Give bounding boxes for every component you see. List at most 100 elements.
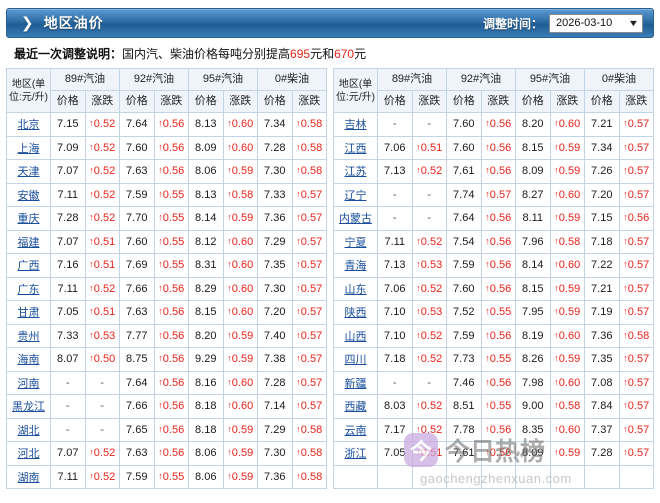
change-cell: ↑0.52 bbox=[84, 135, 120, 160]
adjust-time-control: 调整时间： 2026-03-10 ▼ bbox=[483, 13, 643, 33]
table-row: 福建 7.07 ↑0.51 7.60 ↑0.55 8.12 ↑0.60 7.29 ↑0.57 bbox=[6, 229, 327, 254]
change-cell: ↑0.55 bbox=[480, 300, 516, 325]
sub-header-change-89: 涨跌 bbox=[411, 90, 447, 113]
sub-header-change-95: 涨跌 bbox=[549, 90, 585, 113]
region-link[interactable]: 浙江 bbox=[333, 441, 378, 466]
fuel-group-92: 92#汽油 bbox=[119, 68, 189, 91]
region-link[interactable]: 湖南 bbox=[6, 464, 51, 489]
change-cell: ↑0.59 bbox=[222, 206, 258, 231]
price-cell: 7.30 bbox=[257, 276, 293, 301]
change-cell: ↑0.58 bbox=[618, 323, 654, 348]
price-cell: 7.10 bbox=[377, 300, 413, 325]
price-cell: 7.59 bbox=[119, 182, 155, 207]
arrow-up-icon: ↑ bbox=[227, 282, 232, 293]
price-cell: 9.00 bbox=[515, 394, 551, 419]
region-link[interactable]: 陕西 bbox=[333, 300, 378, 325]
price-cell: 7.13 bbox=[377, 253, 413, 278]
region-link[interactable]: 湖北 bbox=[6, 417, 51, 442]
change-cell bbox=[480, 464, 516, 489]
chevron-right-icon: ❯ bbox=[21, 14, 34, 32]
region-link[interactable]: 山西 bbox=[333, 323, 378, 348]
change-cell: ↑0.52 bbox=[84, 206, 120, 231]
region-link[interactable]: 贵州 bbox=[6, 323, 51, 348]
region-link[interactable]: 吉林 bbox=[333, 112, 378, 137]
sub-header-price-92: 价格 bbox=[119, 90, 155, 113]
price-cell: 7.13 bbox=[377, 159, 413, 184]
region-link[interactable]: 青海 bbox=[333, 253, 378, 278]
region-link[interactable] bbox=[333, 464, 378, 489]
region-link[interactable]: 辽宁 bbox=[333, 182, 378, 207]
region-link[interactable]: 黑龙江 bbox=[6, 394, 51, 419]
price-cell: 7.11 bbox=[50, 276, 86, 301]
oil-price-table-right: 地区(单位:元/升) 89#汽油 92#汽油 95#汽油 0#柴油 价格 涨跌 … bbox=[333, 68, 654, 489]
change-cell: ↑0.53 bbox=[411, 300, 447, 325]
region-link[interactable]: 天津 bbox=[6, 159, 51, 184]
arrow-up-icon: ↑ bbox=[158, 165, 163, 176]
table-row: 广东 7.11 ↑0.52 7.66 ↑0.56 8.29 ↑0.60 7.30 ↑0.57 bbox=[6, 276, 327, 301]
change-cell: ↑0.56 bbox=[153, 112, 189, 137]
region-link[interactable]: 广东 bbox=[6, 276, 51, 301]
price-cell: 7.64 bbox=[119, 112, 155, 137]
change-cell: ↑0.56 bbox=[480, 229, 516, 254]
region-link[interactable]: 安徽 bbox=[6, 182, 51, 207]
change-cell: ↑0.56 bbox=[618, 206, 654, 231]
region-link[interactable]: 甘肃 bbox=[6, 300, 51, 325]
price-cell: 7.60 bbox=[119, 135, 155, 160]
price-cell: 7.06 bbox=[377, 276, 413, 301]
region-link[interactable]: 河南 bbox=[6, 370, 51, 395]
change-cell: ↑0.58 bbox=[549, 394, 585, 419]
arrow-up-icon: ↑ bbox=[485, 212, 490, 223]
fuel-group-0d: 0#柴油 bbox=[257, 68, 327, 91]
arrow-up-icon: ↑ bbox=[227, 118, 232, 129]
table-row: 重庆 7.28 ↑0.52 7.70 ↑0.55 8.14 ↑0.59 7.36 ↑0.57 bbox=[6, 206, 327, 231]
price-cell: 7.69 bbox=[119, 253, 155, 278]
region-link[interactable]: 云南 bbox=[333, 417, 378, 442]
arrow-up-icon: ↑ bbox=[227, 470, 232, 481]
region-link[interactable]: 四川 bbox=[333, 347, 378, 372]
region-link[interactable]: 内蒙古 bbox=[333, 206, 378, 231]
price-cell: 7.08 bbox=[584, 370, 620, 395]
change-cell: ↑0.58 bbox=[222, 182, 258, 207]
price-cell: 7.22 bbox=[584, 253, 620, 278]
change-cell: ↑0.56 bbox=[153, 417, 189, 442]
region-link[interactable]: 宁夏 bbox=[333, 229, 378, 254]
change-cell: ↑0.59 bbox=[549, 300, 585, 325]
region-link[interactable]: 福建 bbox=[6, 229, 51, 254]
arrow-up-icon: ↑ bbox=[296, 353, 301, 364]
arrow-up-icon: ↑ bbox=[227, 235, 232, 246]
change-cell bbox=[549, 464, 585, 489]
arrow-up-icon: ↑ bbox=[296, 470, 301, 481]
panel-header: ❯ 地区油价 调整时间： 2026-03-10 ▼ bbox=[6, 8, 654, 38]
region-link[interactable]: 河北 bbox=[6, 441, 51, 466]
price-cell: 7.37 bbox=[584, 417, 620, 442]
arrow-up-icon: ↑ bbox=[89, 329, 94, 340]
price-cell: 8.06 bbox=[188, 464, 224, 489]
price-cell: 7.54 bbox=[446, 229, 482, 254]
region-link[interactable]: 江苏 bbox=[333, 159, 378, 184]
adjust-time-select[interactable]: 2026-03-10 ▼ bbox=[549, 13, 643, 33]
change-cell: ↑0.52 bbox=[84, 159, 120, 184]
region-link[interactable]: 江西 bbox=[333, 135, 378, 160]
price-cell: 8.07 bbox=[50, 347, 86, 372]
change-cell: ↑0.59 bbox=[222, 464, 258, 489]
arrow-up-icon: ↑ bbox=[416, 259, 421, 270]
change-cell: ↑0.57 bbox=[291, 370, 327, 395]
region-link[interactable]: 海南 bbox=[6, 347, 51, 372]
region-link[interactable]: 上海 bbox=[6, 135, 51, 160]
fuel-group-95: 95#汽油 bbox=[515, 68, 585, 91]
arrow-up-icon: ↑ bbox=[485, 141, 490, 152]
region-link[interactable]: 重庆 bbox=[6, 206, 51, 231]
region-link[interactable]: 山东 bbox=[333, 276, 378, 301]
change-cell: ↑0.59 bbox=[549, 159, 585, 184]
region-link[interactable]: 北京 bbox=[6, 112, 51, 137]
price-cell: 8.16 bbox=[188, 370, 224, 395]
table-row bbox=[333, 464, 654, 489]
region-link[interactable]: 新疆 bbox=[333, 370, 378, 395]
change-cell: ↑0.57 bbox=[618, 253, 654, 278]
sub-header-price-89: 价格 bbox=[50, 90, 86, 113]
price-cell: - bbox=[377, 182, 413, 207]
region-link[interactable]: 广西 bbox=[6, 253, 51, 278]
price-cell: 7.65 bbox=[119, 417, 155, 442]
table-row: 河南 - -7.64 ↑0.56 8.16 ↑0.60 7.28 ↑0.57 bbox=[6, 370, 327, 395]
region-link[interactable]: 西藏 bbox=[333, 394, 378, 419]
